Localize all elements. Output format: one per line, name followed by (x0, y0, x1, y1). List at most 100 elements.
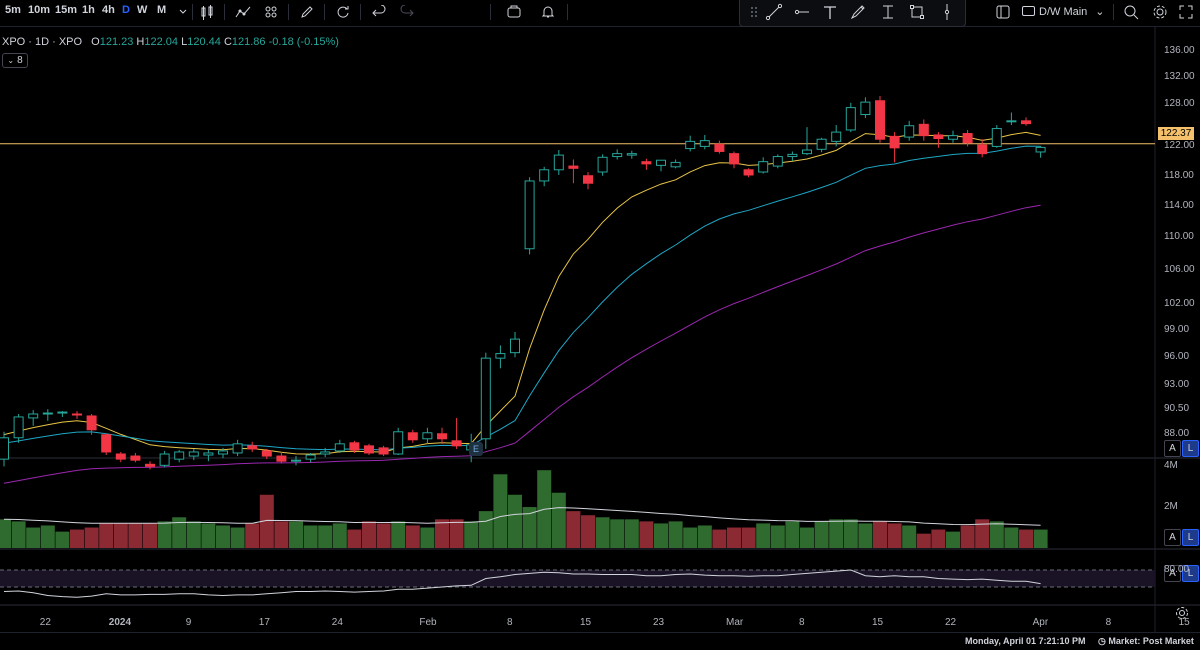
volume-bar (464, 521, 479, 548)
timeframe-10m[interactable]: 10m (28, 4, 51, 16)
candle-body (115, 453, 126, 460)
volume-bar (741, 527, 756, 548)
volume-bar (157, 521, 172, 548)
volume-bar (873, 521, 887, 548)
fullscreen-icon[interactable] (1176, 2, 1196, 22)
vertical-line-icon[interactable] (937, 2, 957, 22)
timeframe-d[interactable]: D (122, 4, 130, 16)
timeframe-15m[interactable]: 15m (55, 4, 78, 16)
volume-bar (975, 519, 990, 548)
candle-body (524, 180, 535, 250)
volume-bar (332, 523, 347, 548)
volume-bars-group (0, 470, 1048, 548)
alert-bell-icon[interactable] (538, 2, 558, 22)
undo-icon[interactable] (369, 2, 389, 22)
volume-ma-line (3, 507, 1041, 526)
search-zoom-icon[interactable] (1121, 2, 1141, 22)
drag-handle-icon[interactable] (744, 2, 764, 22)
volume-bar (347, 529, 362, 548)
timeframe-dropdown-icon[interactable] (173, 2, 193, 22)
timeframe-w[interactable]: W (137, 4, 148, 16)
candle-body (568, 165, 579, 169)
candle-body (904, 125, 915, 138)
volume-bar (289, 521, 303, 548)
volume-bar (84, 527, 99, 548)
market-status[interactable]: ◷ Market: Post Market (1098, 636, 1194, 647)
candle-body (203, 452, 214, 456)
candle-body (597, 156, 608, 173)
rsi-auto-scale-button[interactable]: A (1164, 565, 1181, 582)
rsi-tick: 80.00 (1164, 564, 1190, 575)
candle-body (86, 415, 97, 431)
candle-body (583, 175, 593, 184)
timeframe-5m[interactable]: 5m (5, 4, 21, 16)
ema-slow-line (3, 204, 1041, 484)
candle-body (218, 450, 228, 455)
templates-icon[interactable] (261, 2, 281, 22)
ohlc-legend: XPO · 1D · XPO O121.23 H122.04 L120.44 C… (2, 36, 339, 48)
log-scale-button[interactable]: L (1182, 440, 1199, 457)
indicators-icon[interactable] (233, 2, 253, 22)
time-tick: 15 (580, 617, 592, 628)
snapshot-icon[interactable] (504, 2, 524, 22)
volume-tick: 2M (1164, 501, 1178, 513)
price-tick: 99.00 (1164, 324, 1190, 336)
text-tool-icon[interactable] (820, 2, 840, 22)
volume-bar (727, 527, 741, 548)
timeframe-m[interactable]: M (157, 4, 167, 16)
volume-bar (960, 525, 975, 548)
ema-mid-line (3, 145, 1041, 451)
candle-body (1021, 120, 1031, 125)
volume-bar (508, 494, 522, 548)
volume-log-scale-button[interactable]: L (1182, 529, 1199, 546)
indicators-collapse-button[interactable]: ⌄ 8 (2, 53, 28, 68)
layout-selector[interactable]: D/W Main ⌄ (1022, 5, 1105, 18)
range-measure-icon[interactable] (878, 2, 898, 22)
volume-bar (245, 523, 260, 548)
refresh-icon[interactable] (333, 2, 353, 22)
candle-body (860, 101, 871, 116)
volume-auto-scale-button[interactable]: A (1164, 529, 1181, 546)
earnings-badge[interactable]: E (469, 442, 483, 456)
rsi-log-scale-button[interactable]: L (1182, 565, 1199, 582)
price-tick: 118.00 (1164, 169, 1194, 181)
redo-icon[interactable] (397, 2, 417, 22)
candle-body (72, 413, 82, 416)
volume-bar (756, 523, 771, 548)
candle-body (1006, 120, 1017, 123)
layout-icon[interactable] (993, 2, 1013, 22)
candle-body (641, 161, 652, 165)
candle-body (729, 153, 739, 165)
volume-bar (858, 523, 873, 548)
time-axis-settings-icon[interactable] (1172, 603, 1192, 623)
volume-bar (186, 521, 201, 548)
candle-style-icon[interactable] (197, 2, 217, 22)
chevron-down-icon: ⌄ (1095, 6, 1105, 18)
volume-bar (989, 521, 1004, 548)
timeframe-1h[interactable]: 1h (82, 4, 95, 16)
candle-body (276, 455, 287, 462)
brush-icon[interactable] (848, 2, 868, 22)
rectangle-tool-icon[interactable] (907, 2, 927, 22)
volume-bar (931, 529, 946, 548)
auto-scale-button[interactable]: A (1164, 440, 1181, 457)
timeframe-4h[interactable]: 4h (102, 4, 115, 16)
horizontal-ray-icon[interactable] (792, 2, 812, 22)
settings-gear-icon[interactable] (1150, 2, 1170, 22)
volume-bar (712, 529, 727, 548)
volume-bar (595, 517, 610, 548)
volume-bar (683, 527, 698, 548)
close-value: 121.86 (231, 36, 266, 48)
candle-body (510, 338, 520, 354)
trend-line-icon[interactable] (764, 2, 784, 22)
symbol-label[interactable]: XPO · 1D · XPO (2, 36, 83, 48)
volume-bar (216, 525, 230, 548)
pencil-icon[interactable] (297, 2, 317, 22)
volume-bar (654, 523, 668, 548)
open-label: O (91, 36, 100, 48)
candles-group (0, 95, 1046, 470)
candle-body (553, 154, 564, 171)
candle-body (393, 431, 404, 455)
volume-bar (566, 511, 581, 548)
